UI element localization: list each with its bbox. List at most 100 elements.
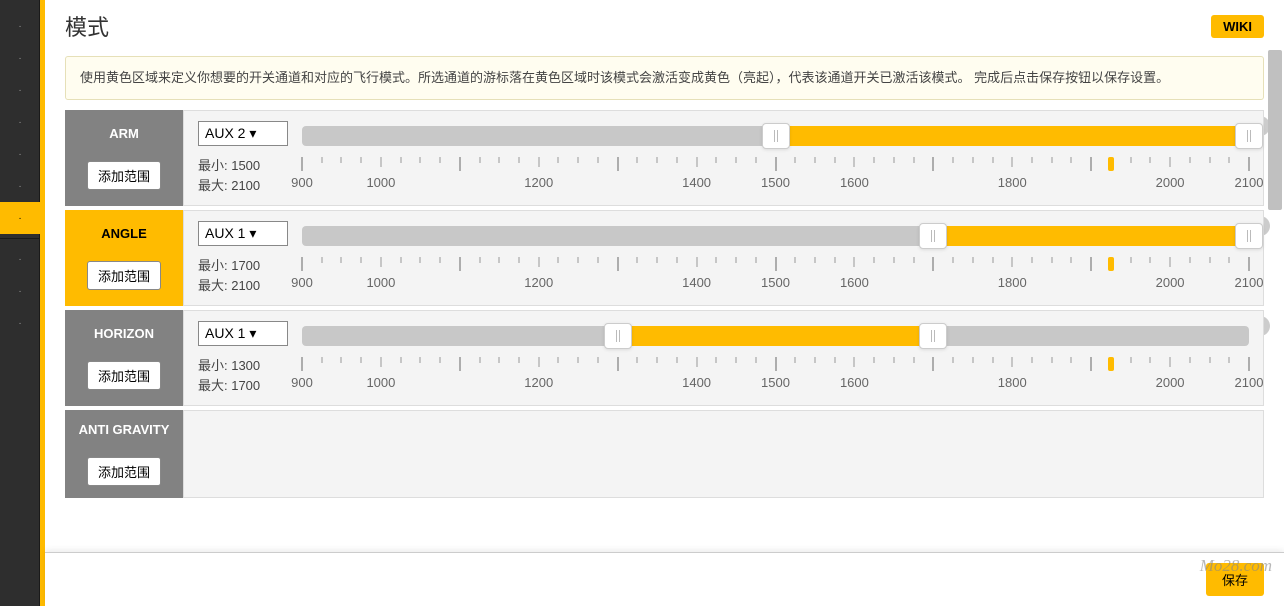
tick xyxy=(302,257,303,271)
tick xyxy=(440,257,441,263)
mode-row: HORIZON添加范围✕AUX 1 ▾最小: 1300最大: 170090010… xyxy=(65,310,1264,406)
tick-label: 1500 xyxy=(761,375,790,390)
tick xyxy=(1189,157,1190,163)
mode-config-left: AUX 1 ▾最小: 1700最大: 2100 xyxy=(198,221,288,295)
tick xyxy=(913,357,914,363)
tick xyxy=(361,357,362,363)
tick xyxy=(814,257,815,263)
track-fill xyxy=(933,226,1249,246)
tick xyxy=(1071,357,1072,363)
sidebar-nav-item[interactable]: · xyxy=(0,74,40,106)
tick xyxy=(676,357,677,363)
tick xyxy=(755,357,756,363)
tick xyxy=(558,157,559,163)
tick xyxy=(795,357,796,363)
sidebar-nav-item[interactable]: · xyxy=(0,170,40,202)
tick xyxy=(874,157,875,163)
sidebar-nav-item[interactable]: · xyxy=(0,243,40,275)
tick xyxy=(795,157,796,163)
slider-handle-max[interactable] xyxy=(919,323,947,349)
add-range-button[interactable]: 添加范围 xyxy=(87,261,161,290)
scrollbar[interactable] xyxy=(1268,50,1282,548)
sidebar-nav-item[interactable]: · xyxy=(0,138,40,170)
slider-track[interactable] xyxy=(302,123,1249,149)
tick-label: 1800 xyxy=(998,175,1027,190)
add-range-button[interactable]: 添加范围 xyxy=(87,457,161,486)
sidebar-nav-item[interactable]: · xyxy=(0,275,40,307)
add-range-button[interactable]: 添加范围 xyxy=(87,361,161,390)
tick xyxy=(1031,357,1032,363)
tick xyxy=(361,157,362,163)
tick xyxy=(538,257,539,267)
scrollbar-thumb[interactable] xyxy=(1268,50,1282,210)
tick xyxy=(933,257,934,271)
header: 模式 WIKI xyxy=(45,0,1284,50)
tick xyxy=(736,257,737,263)
sidebar-nav-item[interactable]: · xyxy=(0,307,40,339)
slider-handle-min[interactable] xyxy=(762,123,790,149)
wiki-button[interactable]: WIKI xyxy=(1211,15,1264,38)
slider-track[interactable] xyxy=(302,223,1249,249)
slider-track[interactable] xyxy=(302,323,1249,349)
slider-handle-min[interactable] xyxy=(604,323,632,349)
tick xyxy=(1071,257,1072,263)
sidebar-nav-item-modes[interactable]: · xyxy=(0,202,40,234)
tick xyxy=(893,157,894,163)
sidebar-nav-item[interactable]: · xyxy=(0,10,40,42)
tick xyxy=(755,157,756,163)
mode-name: HORIZON xyxy=(90,326,158,341)
tick xyxy=(1170,357,1171,367)
tick xyxy=(775,257,776,271)
tick xyxy=(1051,357,1052,363)
tick-label: 1500 xyxy=(761,275,790,290)
tick xyxy=(775,357,776,371)
mode-name: ANGLE xyxy=(97,226,151,241)
tick xyxy=(420,257,421,263)
tick-label: 1600 xyxy=(840,175,869,190)
tick xyxy=(992,257,993,263)
sidebar-nav-item[interactable]: · xyxy=(0,106,40,138)
tick xyxy=(1091,157,1092,171)
aux-select[interactable]: AUX 1 ▾ xyxy=(198,321,288,346)
tick xyxy=(736,357,737,363)
tick xyxy=(1249,257,1250,271)
mode-name: ARM xyxy=(105,126,143,141)
save-button[interactable]: 保存 xyxy=(1206,563,1264,596)
tick xyxy=(637,357,638,363)
tick xyxy=(933,157,934,171)
slider-handle-max[interactable] xyxy=(1235,223,1263,249)
aux-select[interactable]: AUX 2 ▾ xyxy=(198,121,288,146)
tick xyxy=(1091,257,1092,271)
tick xyxy=(538,157,539,167)
mode-body xyxy=(183,410,1264,498)
tick xyxy=(479,257,480,263)
tick xyxy=(1012,357,1013,367)
tick xyxy=(1150,357,1151,363)
tick xyxy=(400,257,401,263)
tick xyxy=(893,357,894,363)
tick xyxy=(1031,157,1032,163)
slider-handle-min[interactable] xyxy=(919,223,947,249)
tick xyxy=(834,157,835,163)
tick xyxy=(578,257,579,263)
tick xyxy=(1012,257,1013,267)
tick xyxy=(1249,357,1250,371)
tick xyxy=(578,157,579,163)
tick xyxy=(1051,257,1052,263)
tick-label: 1200 xyxy=(524,275,553,290)
tick-label: 1000 xyxy=(366,175,395,190)
tick xyxy=(814,357,815,363)
page-title: 模式 xyxy=(65,10,109,42)
tick xyxy=(420,357,421,363)
tick-label: 1200 xyxy=(524,175,553,190)
tick xyxy=(558,357,559,363)
mode-row: ANGLE添加范围✕AUX 1 ▾最小: 1700最大: 21009001000… xyxy=(65,210,1264,306)
tick xyxy=(657,257,658,263)
tick xyxy=(420,157,421,163)
add-range-button[interactable]: 添加范围 xyxy=(87,161,161,190)
aux-select[interactable]: AUX 1 ▾ xyxy=(198,221,288,246)
slider-handle-max[interactable] xyxy=(1235,123,1263,149)
sidebar-nav-item[interactable]: · xyxy=(0,42,40,74)
tick xyxy=(1229,357,1230,363)
slider: 90010001200140015001600180020002100 xyxy=(302,221,1249,295)
